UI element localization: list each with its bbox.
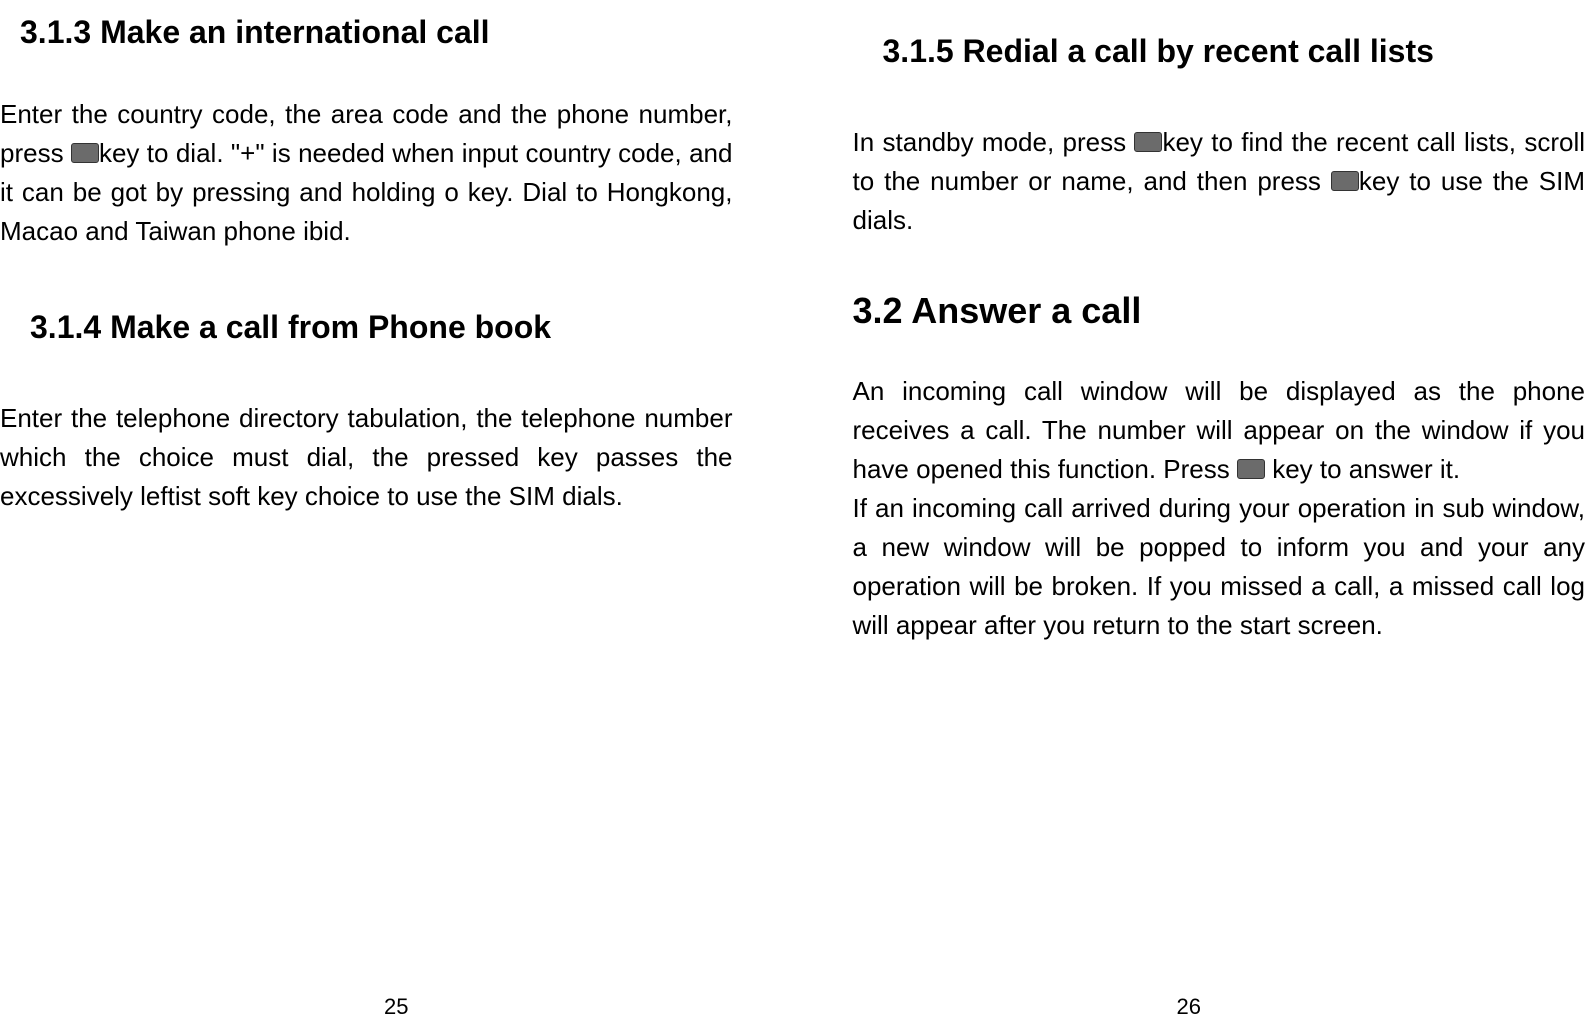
section-315-title: 3.1.5 Redial a call by recent call lists (853, 10, 1585, 93)
section-314-title: 3.1.4 Make a call from Phone book (0, 286, 733, 369)
dial-key-icon (71, 143, 99, 163)
section-315-body-part1: In standby mode, press (853, 127, 1135, 157)
right-page: 3.1.5 Redial a call by recent call lists… (793, 0, 1585, 1025)
section-314-body: Enter the telephone directory tabulation… (0, 399, 733, 516)
left-page: 3.1.3 Make an international call Enter t… (0, 0, 793, 1025)
section-32-body1-part1: An incoming call window will be displaye… (853, 376, 1585, 484)
dial-key-icon (1134, 132, 1162, 152)
section-313-body-part2: key to dial. "+" is needed when input co… (0, 138, 733, 246)
dial-key-icon (1331, 171, 1359, 191)
right-page-number: 26 (793, 994, 1585, 1020)
section-313-title: 3.1.3 Make an international call (0, 10, 733, 55)
section-315-body: In standby mode, press key to find the r… (853, 123, 1585, 240)
section-313-body: Enter the country code, the area code an… (0, 95, 733, 251)
section-32-body1-part2: key to answer it. (1265, 454, 1460, 484)
answer-key-icon (1237, 459, 1265, 479)
left-content: 3.1.3 Make an international call Enter t… (0, 10, 733, 1005)
section-32-body2: If an incoming call arrived during your … (853, 489, 1585, 645)
section-32-title: 3.2 Answer a call (853, 290, 1585, 332)
left-page-number: 25 (0, 994, 793, 1020)
right-content: 3.1.5 Redial a call by recent call lists… (853, 10, 1585, 1005)
section-32-body1: An incoming call window will be displaye… (853, 372, 1585, 489)
